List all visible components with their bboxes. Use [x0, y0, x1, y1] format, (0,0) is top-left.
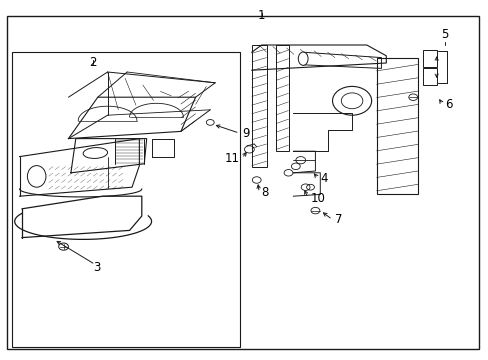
Bar — [422, 68, 436, 85]
Text: 1: 1 — [257, 9, 265, 22]
Text: 3: 3 — [93, 261, 100, 274]
Text: 5: 5 — [440, 28, 448, 41]
Bar — [422, 50, 436, 67]
Bar — [376, 58, 417, 194]
Text: 4: 4 — [320, 172, 327, 185]
Ellipse shape — [298, 52, 307, 66]
Bar — [12, 52, 239, 347]
Text: 9: 9 — [242, 127, 249, 140]
Text: 11: 11 — [224, 152, 239, 165]
Bar — [251, 45, 266, 167]
Text: 6: 6 — [444, 98, 451, 111]
Text: 7: 7 — [334, 213, 342, 226]
Bar — [276, 45, 288, 151]
Text: 8: 8 — [261, 186, 268, 199]
Text: 10: 10 — [310, 192, 325, 204]
Text: 2: 2 — [89, 56, 97, 69]
